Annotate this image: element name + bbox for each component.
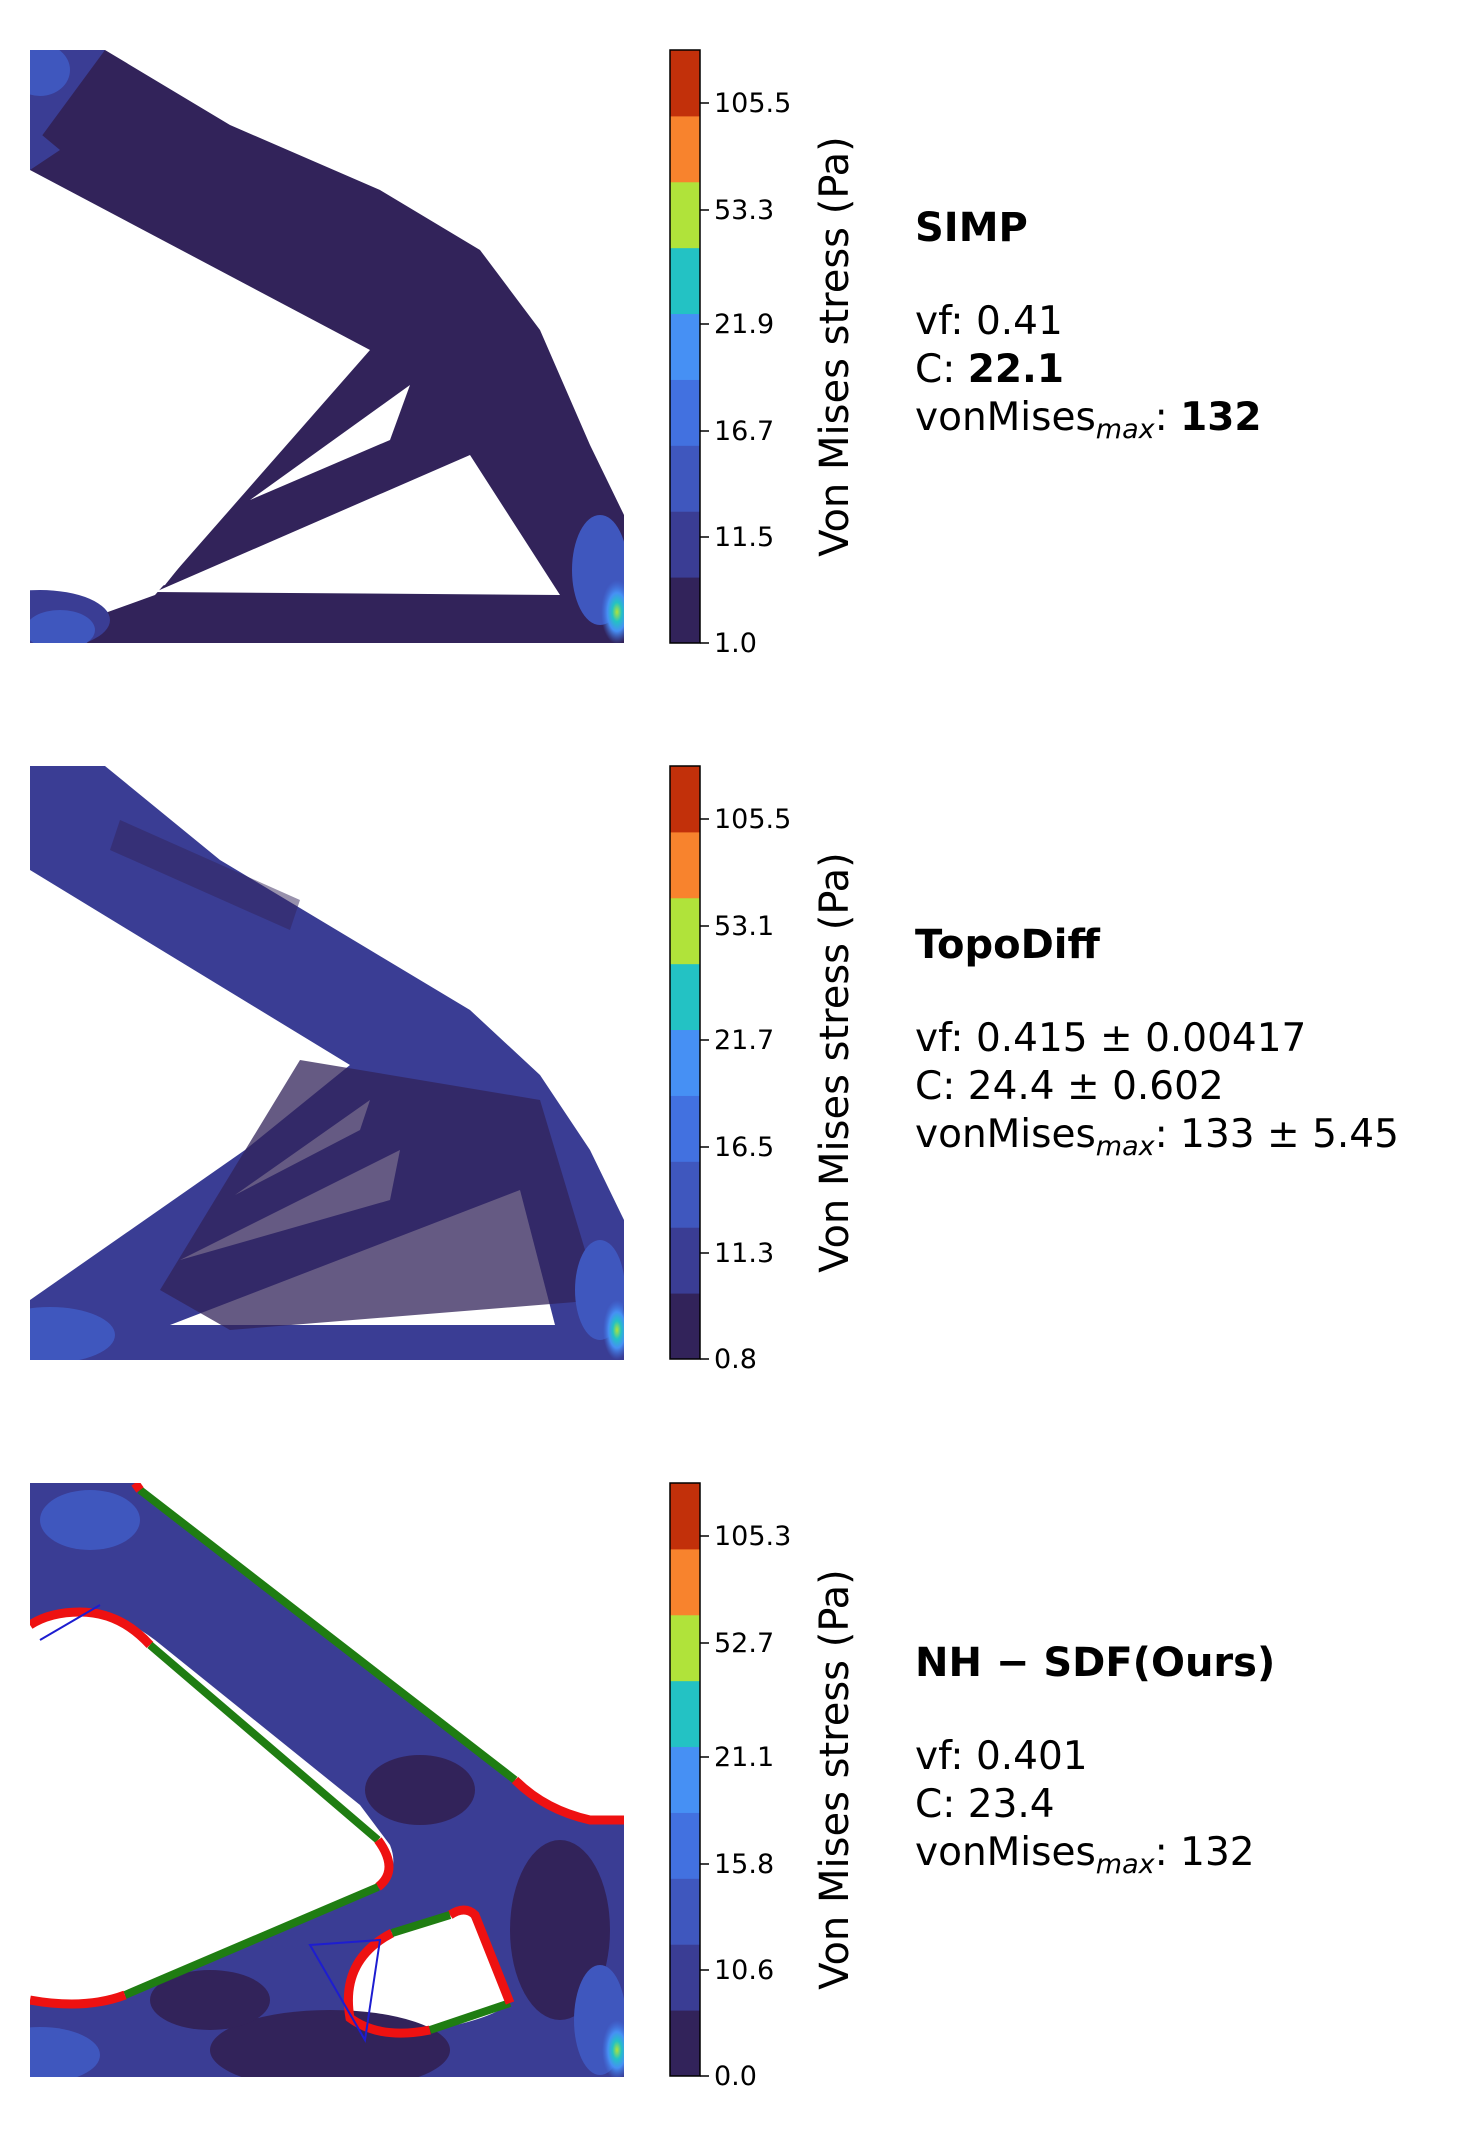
- colorbar-segment: [670, 511, 700, 578]
- von-mises-max-metric: vonMisesmax: 133 ± 5.45: [915, 1112, 1399, 1162]
- stress-field-simp: [30, 50, 624, 643]
- von-mises-max-metric: vonMisesmax: 132: [915, 1830, 1255, 1880]
- colorbar-segment: [670, 181, 700, 249]
- colorbar-segment: [670, 963, 700, 1031]
- colorbar-frame: [669, 1482, 701, 2077]
- colorbar-segment: [670, 1227, 700, 1294]
- colorbar-tick-label: 15.8: [714, 1849, 774, 1880]
- colorbar-label: Von Mises stress (Pa): [812, 1569, 858, 1990]
- colorbar-simp: 1.0 11.5 16.7 21.9 53.3 105.5 Von Mises stress…: [669, 49, 858, 659]
- compliance-metric: C: 22.1: [915, 347, 1065, 392]
- panel-nh-sdf-summary: NH − SDF(Ours) vf: 0.401 C: 23.4 vonMise…: [915, 1640, 1276, 1880]
- panel-topodiff-summary: TopoDiff vf: 0.415 ± 0.00417 C: 24.4 ± 0…: [915, 922, 1399, 1162]
- colorbar-segment: [670, 831, 700, 899]
- colorbar-tick-label: 16.7: [714, 416, 774, 447]
- colorbar-tick-label: 11.5: [714, 522, 774, 553]
- colorbar-tick-label: 0.8: [714, 1344, 757, 1375]
- colorbar-segment: [670, 247, 700, 315]
- colorbar-segment: [670, 313, 700, 380]
- colorbar-nh-sdf: 0.0 10.6 15.8 21.1 52.7 105.3 Von Mises stress…: [669, 1482, 858, 2092]
- colorbar-segment: [670, 1680, 700, 1748]
- colorbar-segment: [670, 1095, 700, 1162]
- colorbar-tick-label: 21.9: [714, 309, 774, 340]
- colorbar-segment: [670, 1746, 700, 1813]
- method-title: NH − SDF(Ours): [915, 1640, 1276, 1686]
- colorbar-tick-label: 16.5: [714, 1132, 774, 1163]
- colorbar-segment: [670, 1293, 700, 1360]
- method-title: TopoDiff: [915, 922, 1100, 968]
- colorbar-segment: [670, 379, 700, 446]
- colorbar-tick-label: 11.3: [714, 1238, 774, 1269]
- colorbar-segment: [670, 1878, 700, 1945]
- colorbar-frame: [669, 49, 701, 644]
- colorbar-frame: [669, 765, 701, 1360]
- compliance-metric: C: 23.4: [915, 1782, 1055, 1827]
- colorbar-segment: [670, 897, 700, 965]
- colorbar-tick-label: 105.5: [714, 88, 791, 119]
- colorbar-topodiff: 0.8 11.3 16.5 21.7 53.1 105.5 Von Mises stress…: [669, 765, 858, 1375]
- compliance-metric: C: 24.4 ± 0.602: [915, 1064, 1224, 1109]
- colorbar-tick-label: 1.0: [714, 628, 757, 659]
- colorbar-tick-label: 105.3: [714, 1521, 791, 1552]
- colorbar-tick-label: 0.0: [714, 2061, 757, 2092]
- von-mises-max-metric: vonMisesmax: 132: [915, 395, 1262, 445]
- colorbar-segment: [670, 1812, 700, 1879]
- colorbar-tick-label: 53.1: [714, 911, 774, 942]
- colorbar-tick-label: 105.5: [714, 804, 791, 835]
- colorbar-segment: [670, 1029, 700, 1096]
- colorbar-segment: [670, 50, 700, 117]
- colorbar-segment: [670, 577, 700, 644]
- colorbar-segment: [670, 1944, 700, 2011]
- colorbar-tick-label: 10.6: [714, 1955, 774, 1986]
- colorbar-segment: [670, 115, 700, 183]
- colorbar-segment: [670, 1614, 700, 1682]
- stress-field-nh-sdf: [30, 1483, 624, 2077]
- colorbar-segment: [670, 1548, 700, 1616]
- vf-metric: vf: 0.401: [915, 1734, 1088, 1779]
- method-title: SIMP: [915, 205, 1028, 251]
- stress-field-topodiff: [30, 766, 624, 1360]
- colorbar-segment: [670, 2010, 700, 2077]
- colorbar-label: Von Mises stress (Pa): [812, 136, 858, 557]
- colorbar-tick-label: 21.1: [714, 1742, 774, 1773]
- colorbar-tick-label: 21.7: [714, 1025, 774, 1056]
- colorbar-label: Von Mises stress (Pa): [812, 852, 858, 1273]
- panel-simp-summary: SIMP vf: 0.41 C: 22.1 vonMisesmax: 132: [915, 205, 1262, 445]
- colorbar-tick-label: 53.3: [714, 195, 774, 226]
- colorbar-tick-label: 52.7: [714, 1628, 774, 1659]
- colorbar-segment: [670, 445, 700, 512]
- colorbar-segment: [670, 1483, 700, 1550]
- vf-metric: vf: 0.41: [915, 299, 1063, 344]
- colorbar-segment: [670, 766, 700, 833]
- colorbar-segment: [670, 1161, 700, 1228]
- vf-metric: vf: 0.415 ± 0.00417: [915, 1016, 1307, 1061]
